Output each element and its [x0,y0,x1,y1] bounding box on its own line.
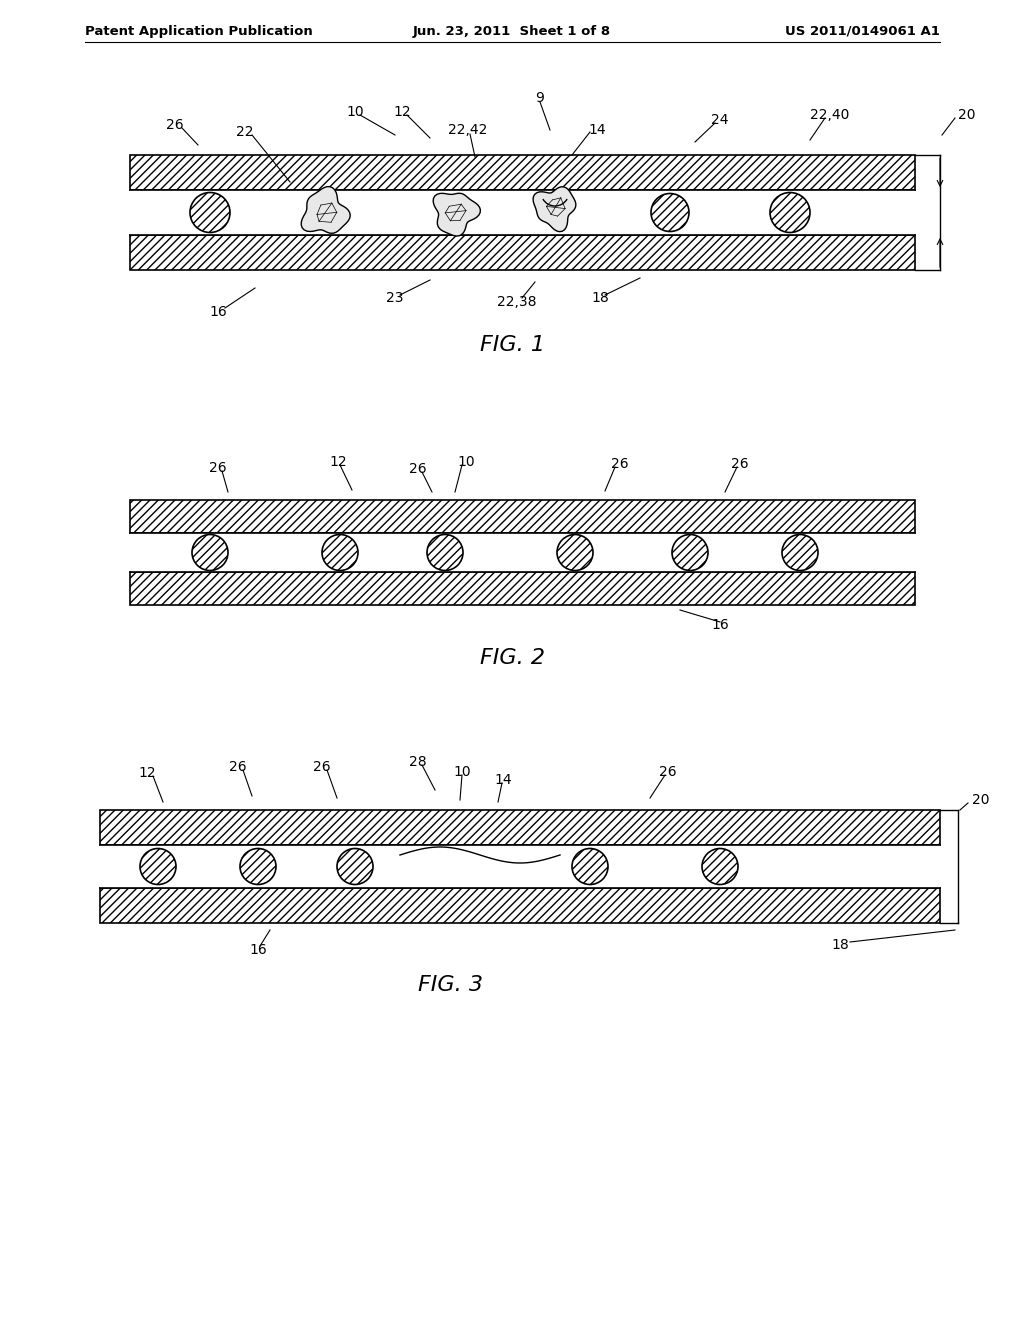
Circle shape [651,194,689,231]
Circle shape [337,849,373,884]
Bar [100,888,940,923]
Text: 14: 14 [495,774,512,787]
Text: 26: 26 [209,461,226,475]
Polygon shape [301,186,350,234]
Text: 10: 10 [457,455,475,469]
Bar [130,533,915,572]
Text: 10: 10 [346,106,364,119]
Bar [130,500,915,533]
Text: 10: 10 [454,766,471,779]
Circle shape [702,849,738,884]
Circle shape [140,849,176,884]
Bar [130,154,915,190]
Bar [100,845,940,888]
Text: 12: 12 [138,766,156,780]
Circle shape [427,535,463,570]
Text: FIG. 1: FIG. 1 [479,335,545,355]
Text: 22,42: 22,42 [449,123,487,137]
Text: 14: 14 [588,123,606,137]
Text: 18: 18 [591,290,609,305]
Circle shape [770,193,810,232]
Text: 12: 12 [393,106,411,119]
Circle shape [672,535,708,570]
Text: FIG. 2: FIG. 2 [479,648,545,668]
Circle shape [782,535,818,570]
Polygon shape [433,193,480,236]
Text: 26: 26 [731,457,749,471]
Text: 26: 26 [166,117,184,132]
Text: 24: 24 [712,114,729,127]
Text: 18: 18 [831,939,849,952]
Text: 16: 16 [711,618,729,632]
Text: 22: 22 [237,125,254,139]
Circle shape [190,193,230,232]
Text: US 2011/0149061 A1: US 2011/0149061 A1 [785,25,940,38]
Text: 22,38: 22,38 [498,294,537,309]
Text: 22,40: 22,40 [810,108,850,121]
Bar [130,190,915,235]
Text: 23: 23 [386,290,403,305]
Circle shape [572,849,608,884]
Text: 20: 20 [958,108,976,121]
Circle shape [557,535,593,570]
Circle shape [240,849,276,884]
Text: 16: 16 [249,942,267,957]
Text: 26: 26 [229,760,247,774]
Bar [100,810,940,845]
Bar [130,572,915,605]
Text: 26: 26 [410,462,427,477]
Text: 28: 28 [410,755,427,770]
Text: 16: 16 [209,305,227,319]
Polygon shape [534,187,575,232]
Text: 12: 12 [329,455,347,469]
Bar [130,235,915,271]
Text: 26: 26 [611,457,629,471]
Text: Jun. 23, 2011  Sheet 1 of 8: Jun. 23, 2011 Sheet 1 of 8 [413,25,611,38]
Circle shape [322,535,358,570]
Text: 9: 9 [536,91,545,106]
Circle shape [193,535,228,570]
Text: 20: 20 [972,793,989,807]
Text: 26: 26 [313,760,331,774]
Text: Patent Application Publication: Patent Application Publication [85,25,312,38]
Text: 26: 26 [659,766,677,779]
Text: FIG. 3: FIG. 3 [418,975,482,995]
